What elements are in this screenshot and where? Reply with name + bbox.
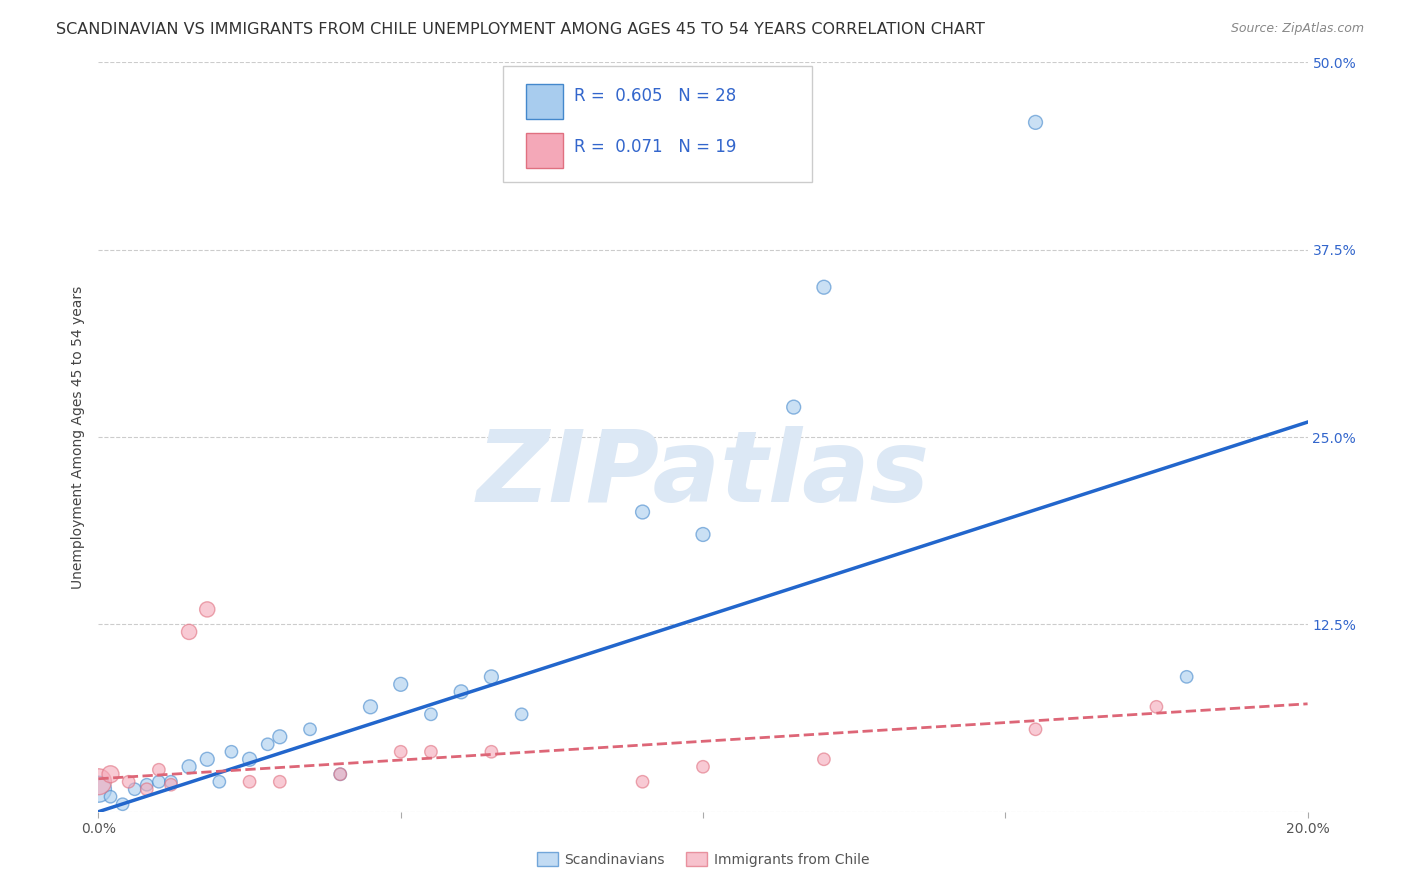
FancyBboxPatch shape bbox=[503, 66, 811, 182]
Point bbox=[135, 778, 157, 792]
Point bbox=[111, 797, 134, 812]
Point bbox=[160, 778, 183, 792]
Point bbox=[420, 745, 443, 759]
Point bbox=[148, 774, 170, 789]
Text: ZIPatlas: ZIPatlas bbox=[477, 426, 929, 523]
Point bbox=[389, 745, 412, 759]
Point bbox=[1024, 115, 1046, 129]
Point bbox=[481, 745, 503, 759]
Legend: Scandinavians, Immigrants from Chile: Scandinavians, Immigrants from Chile bbox=[531, 847, 875, 872]
Point bbox=[813, 752, 835, 766]
Point bbox=[221, 745, 243, 759]
Point bbox=[100, 767, 122, 781]
Point bbox=[269, 774, 291, 789]
Point bbox=[118, 774, 141, 789]
Point bbox=[239, 752, 262, 766]
Text: R =  0.071   N = 19: R = 0.071 N = 19 bbox=[574, 138, 735, 156]
FancyBboxPatch shape bbox=[526, 84, 562, 120]
Point bbox=[239, 774, 262, 789]
Point bbox=[692, 527, 714, 541]
Point bbox=[481, 670, 503, 684]
Point bbox=[1144, 699, 1167, 714]
Point bbox=[179, 624, 201, 639]
Point bbox=[360, 699, 382, 714]
Point bbox=[135, 782, 157, 797]
Point bbox=[692, 760, 714, 774]
Point bbox=[195, 602, 218, 616]
Point bbox=[420, 707, 443, 722]
Point bbox=[389, 677, 412, 691]
Point bbox=[87, 774, 110, 789]
Point bbox=[256, 737, 278, 751]
Point bbox=[195, 752, 218, 766]
Point bbox=[124, 782, 146, 797]
Point bbox=[100, 789, 122, 804]
Text: SCANDINAVIAN VS IMMIGRANTS FROM CHILE UNEMPLOYMENT AMONG AGES 45 TO 54 YEARS COR: SCANDINAVIAN VS IMMIGRANTS FROM CHILE UN… bbox=[56, 22, 986, 37]
Point bbox=[299, 723, 322, 737]
Point bbox=[631, 774, 654, 789]
Y-axis label: Unemployment Among Ages 45 to 54 years: Unemployment Among Ages 45 to 54 years bbox=[72, 285, 86, 589]
Point bbox=[269, 730, 291, 744]
FancyBboxPatch shape bbox=[526, 133, 562, 168]
Point bbox=[450, 685, 472, 699]
Point bbox=[208, 774, 231, 789]
Point bbox=[329, 767, 352, 781]
Point bbox=[1024, 723, 1046, 737]
Point bbox=[783, 400, 806, 414]
Point bbox=[148, 763, 170, 777]
Point bbox=[631, 505, 654, 519]
Point bbox=[813, 280, 835, 294]
Point bbox=[179, 760, 201, 774]
Point bbox=[329, 767, 352, 781]
Text: R =  0.605   N = 28: R = 0.605 N = 28 bbox=[574, 87, 735, 105]
Point bbox=[87, 782, 110, 797]
Text: Source: ZipAtlas.com: Source: ZipAtlas.com bbox=[1230, 22, 1364, 36]
Point bbox=[1175, 670, 1198, 684]
Point bbox=[160, 774, 183, 789]
Point bbox=[510, 707, 533, 722]
